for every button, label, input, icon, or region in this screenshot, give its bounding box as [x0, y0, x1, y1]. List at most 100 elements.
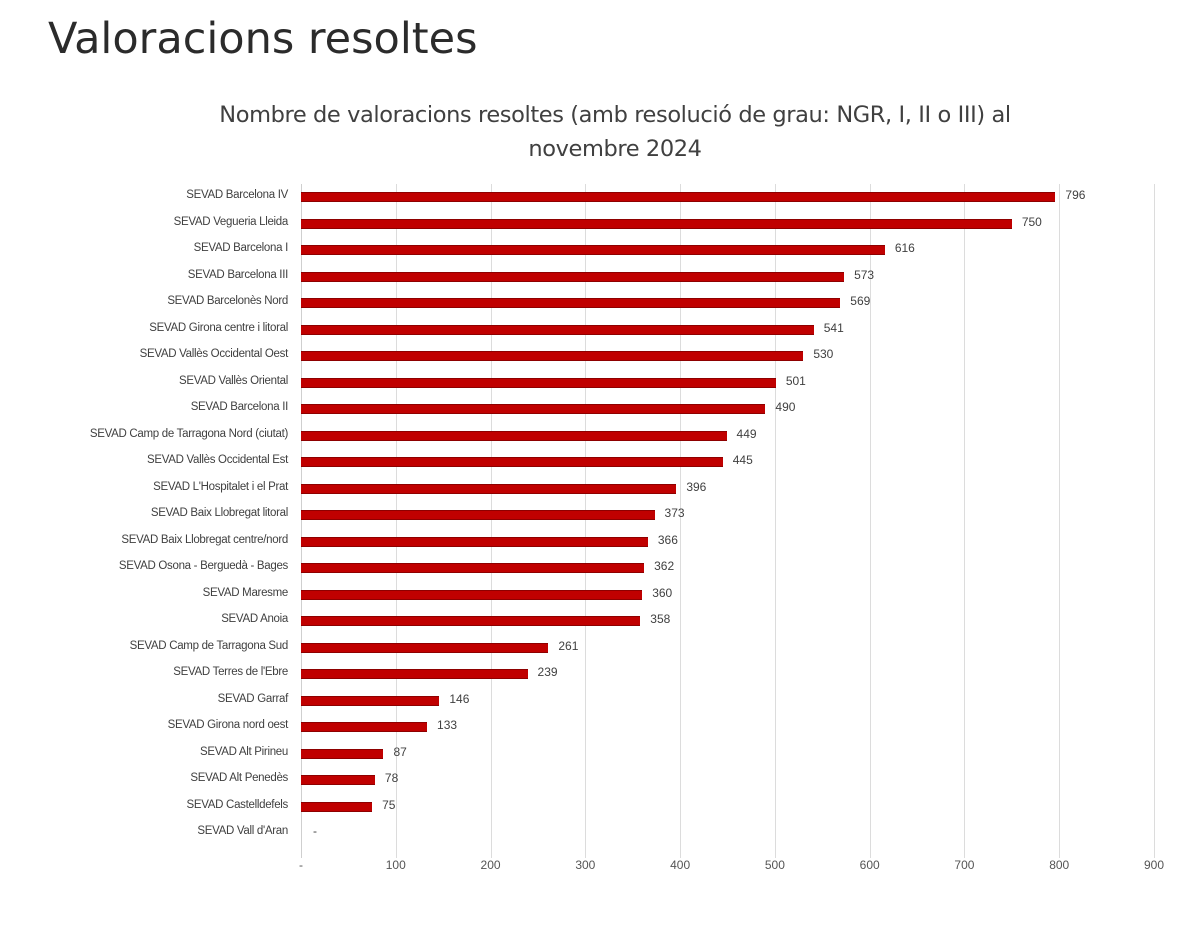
category-label: SEVAD Castelldefels: [186, 798, 289, 811]
category-label: SEVAD Alt Penedès: [190, 772, 288, 784]
bar: [301, 245, 885, 255]
gridline: [1154, 184, 1155, 858]
x-tick-label: 600: [859, 858, 880, 872]
gridline: [395, 184, 397, 858]
bar-row: 573: [301, 264, 1154, 291]
x-tick-label: 200: [480, 858, 501, 872]
category-label: SEVAD Barcelonès Nord: [167, 295, 288, 307]
category-label: SEVAD Baix Llobregat centre/nord: [121, 533, 288, 546]
x-tick-label: 700: [954, 858, 975, 872]
bar-row: 396: [301, 476, 1154, 503]
data-label: 78: [384, 771, 399, 785]
bar: [301, 616, 641, 626]
category-label: SEVAD Vegueria Lleida: [173, 215, 289, 228]
data-label: 87: [393, 744, 407, 759]
chart-title-line-2: novembre 2024: [528, 136, 702, 162]
category-label: SEVAD Camp de Tarragona Nord (ciutat): [89, 427, 288, 440]
gridline: [964, 184, 966, 858]
gridline: [774, 184, 776, 858]
chart-title-line-1: Nombre de valoracions resoltes (amb reso…: [219, 102, 1011, 128]
chart-title: Nombre de valoracions resoltes (amb reso…: [180, 98, 1050, 166]
bar: [301, 695, 440, 706]
bar-row: 358: [301, 608, 1154, 635]
bar-row: 750: [301, 211, 1154, 238]
x-tick-label: 300: [575, 858, 596, 872]
gridline: [869, 184, 871, 858]
category-label: SEVAD Girona centre i litoral: [149, 321, 288, 334]
bar: [301, 404, 766, 414]
data-label: 146: [449, 691, 470, 706]
bar: [301, 801, 373, 812]
bar-row: 373: [301, 502, 1154, 529]
category-label: SEVAD Baix Llobregat litoral: [150, 507, 288, 519]
category-label: SEVAD L'Hospitalet i el Prat: [153, 480, 288, 493]
data-label: 133: [437, 718, 458, 732]
category-label: SEVAD Vallès Oriental: [179, 374, 288, 387]
bar-row: 146: [301, 688, 1154, 715]
bar-row: 490: [301, 396, 1154, 423]
category-label: SEVAD Garraf: [217, 692, 289, 705]
bar: [301, 748, 384, 759]
bar-row: 616: [301, 237, 1154, 264]
category-label: SEVAD Camp de Tarragona Sud: [129, 639, 289, 652]
data-label: 261: [558, 638, 579, 653]
bar: [301, 483, 677, 494]
data-label: 396: [686, 479, 707, 494]
category-label: SEVAD Vallès Occidental Est: [146, 454, 288, 466]
data-label: 366: [657, 532, 678, 547]
category-label: SEVAD Anoia: [221, 613, 288, 625]
bar: [301, 722, 428, 732]
data-label: 490: [775, 400, 796, 414]
x-tick-label: 100: [385, 858, 406, 872]
bar: [301, 298, 841, 308]
bar-row: 239: [301, 661, 1154, 688]
category-label: SEVAD Barcelona II: [190, 401, 289, 413]
bar: [301, 775, 375, 785]
data-label: 796: [1065, 188, 1086, 202]
bar: [301, 563, 645, 573]
category-label: SEVAD Barcelona III: [187, 268, 289, 281]
data-label: 541: [823, 320, 844, 335]
bar: [301, 377, 776, 388]
data-label: 530: [813, 347, 834, 361]
category-label: SEVAD Maresme: [202, 586, 289, 599]
x-tick-label: 400: [670, 858, 691, 872]
bar: [301, 271, 845, 282]
data-label: 239: [537, 665, 558, 679]
x-tick-label: 800: [1049, 858, 1070, 872]
category-label: SEVAD Vallès Occidental Oest: [139, 348, 289, 360]
bar-row: 449: [301, 423, 1154, 450]
data-label: 445: [732, 453, 753, 467]
data-label: 362: [654, 559, 675, 573]
data-label: 569: [850, 294, 871, 308]
data-label: 501: [785, 373, 806, 388]
category-label: SEVAD Girona nord oest: [167, 719, 289, 731]
bar: [301, 669, 528, 679]
bar-row: 530: [301, 343, 1154, 370]
data-label: 616: [894, 241, 915, 255]
bar: [301, 430, 727, 441]
bar-row: 360: [301, 582, 1154, 609]
data-label: 750: [1021, 214, 1042, 229]
category-label: SEVAD Terres de l'Ebre: [173, 666, 288, 678]
bar-row: 75: [301, 794, 1154, 821]
bar-row: 501: [301, 370, 1154, 397]
bar: [301, 536, 648, 547]
gridline: [585, 184, 587, 858]
bar-row: 362: [301, 555, 1154, 582]
page-title: Valoracions resoltes: [48, 14, 478, 64]
gridline: [490, 184, 492, 858]
bar-row: 445: [301, 449, 1154, 476]
data-label: 358: [650, 612, 671, 626]
bar: [301, 324, 814, 335]
bar: [301, 351, 804, 361]
data-label: 449: [736, 426, 757, 441]
bar-row: 796: [301, 184, 1154, 211]
data-label: 373: [664, 506, 685, 520]
category-label: SEVAD Barcelona IV: [186, 189, 288, 201]
data-label: 573: [854, 267, 875, 282]
gridline: [301, 184, 302, 858]
bar: [301, 510, 655, 520]
gridline: [1059, 184, 1061, 858]
bar-row: 78: [301, 767, 1154, 794]
